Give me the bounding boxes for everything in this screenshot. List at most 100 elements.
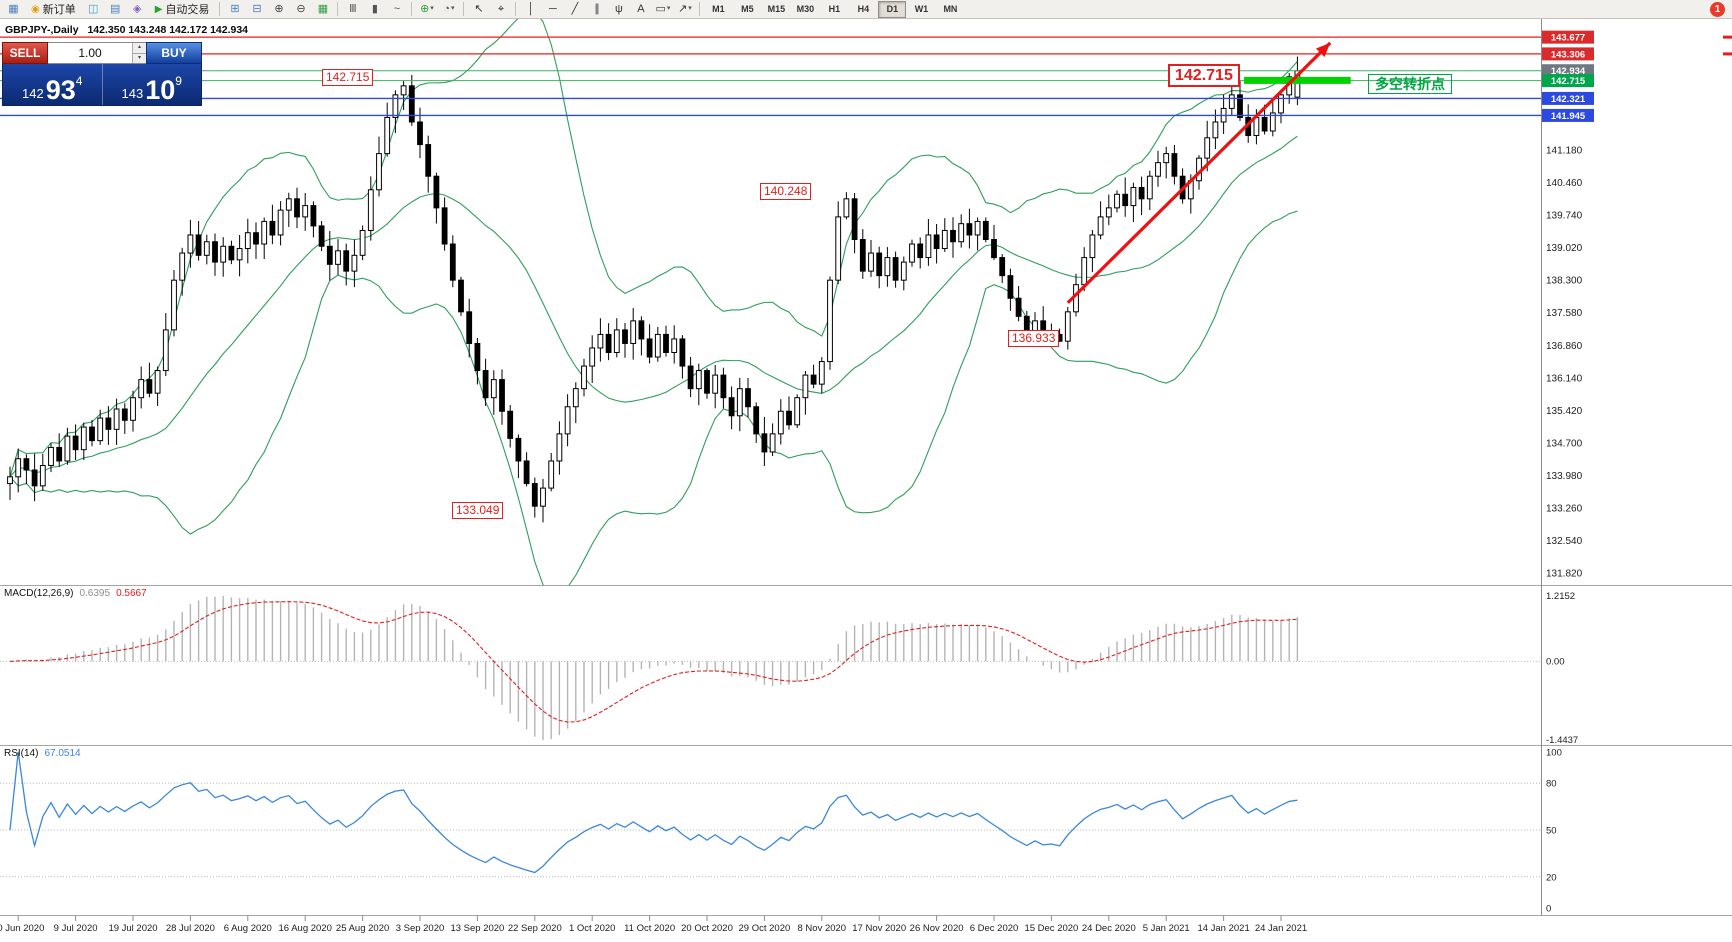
price-axis-marker-value: 143.677 — [1551, 33, 1585, 44]
candle-bear — [507, 410, 514, 439]
chevron-down-icon[interactable]: ▾ — [430, 5, 434, 12]
volume-up-icon[interactable]: ▴ — [133, 43, 146, 54]
trendline-icon[interactable]: ╱ — [571, 3, 579, 15]
candle-bull — [171, 279, 177, 331]
candle-bull — [261, 220, 268, 245]
date-label: 11 Oct 2020 — [624, 923, 675, 934]
candle-bear — [499, 379, 505, 412]
candle-bear — [474, 342, 481, 372]
candle-bear — [31, 469, 38, 487]
text-label-icon[interactable]: A — [637, 3, 645, 15]
timeframe-M30[interactable]: M30 — [796, 4, 815, 14]
candle-bull — [15, 458, 22, 478]
price-label-sep-low[interactable]: 133.049 — [452, 502, 504, 519]
date-label: 25 Aug 2020 — [336, 923, 389, 934]
candle-bull — [335, 250, 341, 265]
candle-bear — [253, 232, 259, 245]
zoom-in-icon[interactable]: ⊕ — [274, 3, 284, 15]
periods-icon[interactable]: ◔ ▾ — [443, 3, 455, 15]
candle-bear — [745, 388, 751, 408]
timeframe-W1[interactable]: W1 — [914, 4, 929, 14]
chevron-down-icon[interactable]: ▾ — [666, 5, 671, 12]
candle-bear — [121, 408, 128, 421]
autotrading-button[interactable]: ▶ 自动交易 — [149, 0, 216, 18]
arrows-icon[interactable]: ↗ ▾ — [678, 3, 692, 15]
indicators-list-icon[interactable]: ⊞ — [230, 3, 240, 15]
volume-stepper[interactable]: ▴ ▾ — [132, 43, 146, 63]
market-watch-icon[interactable]: ▤ — [110, 3, 121, 15]
toolbar-separator — [515, 2, 517, 16]
price-label-sep-peak[interactable]: 142.715 — [322, 69, 374, 86]
resistance-highlight-band[interactable] — [1244, 76, 1351, 84]
candle-bull — [187, 234, 194, 254]
candle-bull — [540, 487, 546, 507]
pitchfork-icon[interactable]: ψ — [615, 3, 623, 15]
macd-signal-value: 0.5667 — [116, 588, 147, 599]
buy-button[interactable]: BUY — [146, 42, 202, 64]
objects-list-icon[interactable]: ⊟ — [252, 3, 262, 15]
candle-bear — [1122, 193, 1129, 207]
candle-bull — [203, 241, 210, 256]
cursor-icon[interactable]: ↖ — [474, 3, 484, 15]
trend-arrow-line[interactable] — [1066, 41, 1332, 304]
volume-input[interactable]: 1.00 ▴ ▾ — [48, 42, 146, 64]
timeframe-D1[interactable]: D1 — [878, 0, 907, 18]
ask-prefix: 143 — [121, 86, 144, 101]
timeframe-MN[interactable]: MN — [943, 4, 958, 14]
chart-profiles-icon[interactable]: ◫ — [88, 3, 99, 15]
candle-bear — [523, 460, 530, 485]
candle-bull — [835, 216, 842, 281]
bar-chart-icon[interactable]: Ⅲ — [349, 3, 357, 15]
candle-bear — [531, 483, 538, 507]
price-label-jan-level[interactable]: 142.715 — [1168, 64, 1240, 87]
candle-bear — [1138, 187, 1145, 200]
candle-bull — [818, 361, 825, 385]
candle-bull — [564, 406, 571, 435]
candle-bull — [630, 320, 637, 344]
horizontal-line-icon[interactable]: ─ — [549, 3, 557, 15]
zoom-out-icon[interactable]: ⊖ — [296, 3, 306, 15]
candle-bear — [515, 437, 522, 462]
price-label-nov-high[interactable]: 140.248 — [760, 183, 812, 200]
timeframe-H4[interactable]: H4 — [857, 4, 870, 14]
timeframe-M15[interactable]: M15 — [767, 4, 786, 14]
turning-point-label[interactable]: 多空转折点 — [1368, 74, 1452, 94]
tile-windows-icon[interactable]: ▦ — [317, 3, 329, 15]
candle-bear — [146, 379, 153, 394]
timeframe-M1[interactable]: M1 — [712, 4, 725, 14]
trend-arrow-head[interactable] — [1316, 39, 1334, 57]
navigator-icon[interactable]: ◈ — [133, 3, 142, 15]
price-axis: 141.180 140.460 139.740 139.020 138.300 137.5… — [1542, 30, 1732, 580]
candlestick-chart-icon[interactable]: ▮ — [371, 3, 378, 15]
channel-icon[interactable]: ∥ — [594, 3, 600, 15]
candle-bear — [318, 225, 325, 247]
shapes-icon[interactable]: ▭ ▾ — [655, 3, 671, 15]
chevron-down-icon[interactable]: ▾ — [688, 5, 692, 12]
candle-bull — [941, 229, 948, 250]
candle-bull — [654, 333, 661, 358]
candle-bull — [1097, 216, 1104, 236]
vertical-line-icon[interactable]: │ — [527, 3, 535, 15]
new-order-button[interactable]: ◉ 新订单 — [25, 0, 82, 18]
candle-bull — [64, 435, 71, 462]
timeframe-H1[interactable]: H1 — [828, 4, 841, 14]
toolbar-separator — [219, 2, 221, 16]
candle-bull — [236, 248, 243, 261]
date-label: 8 Nov 2020 — [798, 923, 847, 934]
line-chart-icon[interactable]: ~ — [393, 3, 401, 15]
candle-bull — [277, 209, 284, 236]
sell-button[interactable]: SELL — [2, 42, 48, 64]
candle-bull — [359, 229, 366, 256]
price-axis-marker-value: 143.306 — [1551, 49, 1585, 60]
one-click-trading-panel: SELL 1.00 ▴ ▾ BUY 142 93 4 143 10 9 — [2, 42, 202, 106]
notification-badge[interactable]: 1 — [1710, 1, 1725, 17]
chevron-down-icon[interactable]: ▾ — [451, 5, 455, 12]
new-chart-icon[interactable]: ▦ — [8, 3, 19, 15]
rsi-value: 67.0514 — [44, 748, 81, 759]
timeframe-M5[interactable]: M5 — [741, 4, 754, 14]
price-label-dec-low[interactable]: 136.933 — [1008, 330, 1060, 347]
crosshair-icon[interactable]: ⌖ — [497, 3, 505, 15]
add-indicator-icon[interactable]: ⊕ ▾ — [420, 3, 434, 15]
volume-down-icon[interactable]: ▾ — [133, 53, 146, 63]
